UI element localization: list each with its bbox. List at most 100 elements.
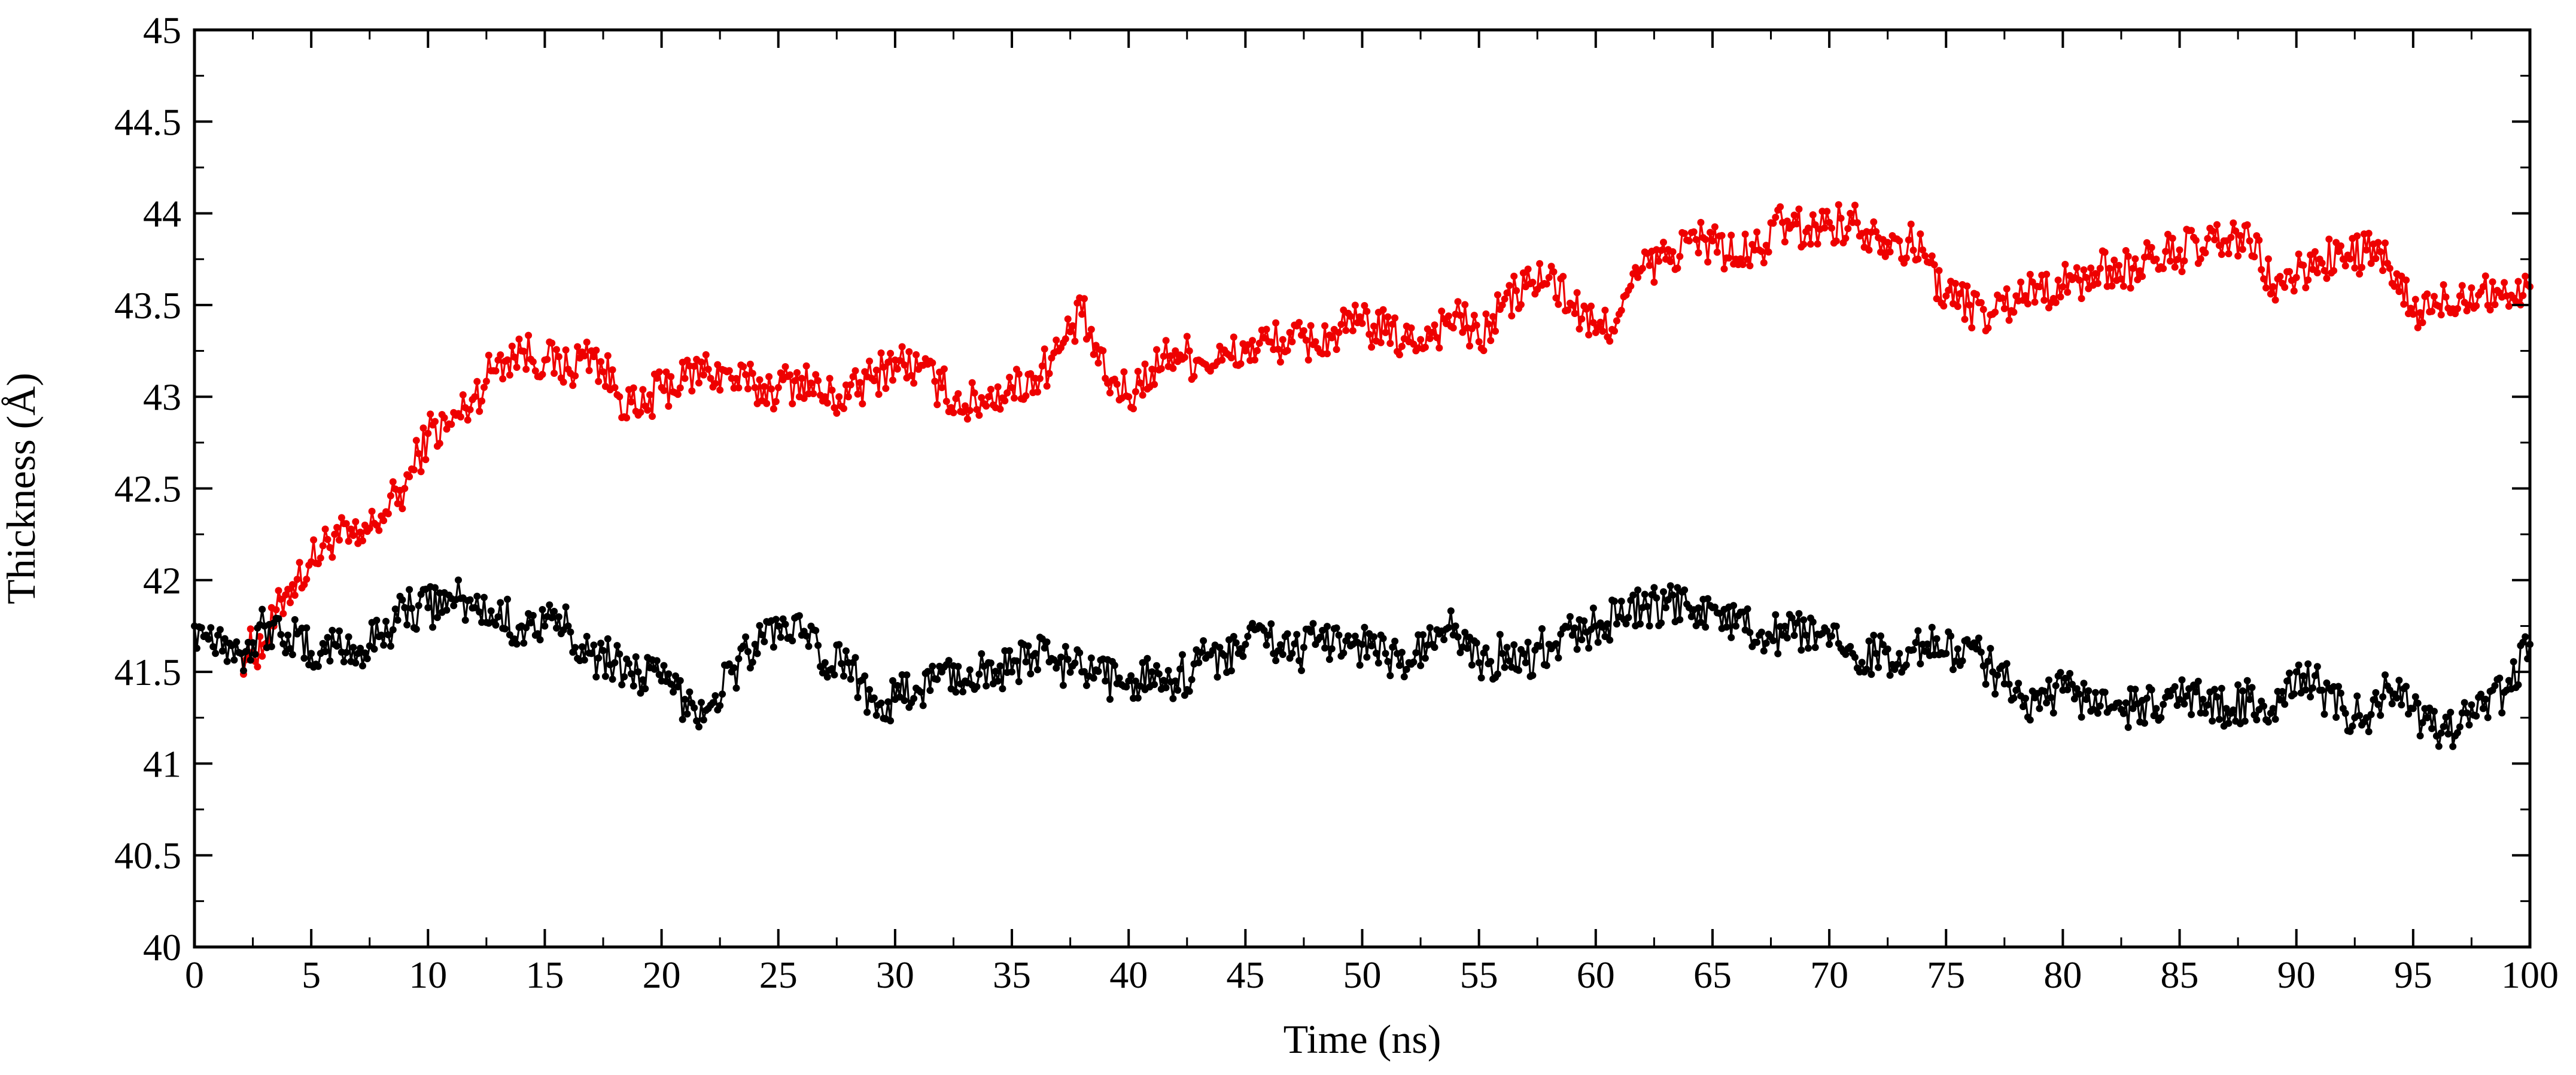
series-1-point-49 (352, 518, 360, 526)
series-2-point-8 (209, 643, 217, 650)
series-1-point-75 (412, 437, 420, 444)
series-2-point-555 (1487, 657, 1495, 665)
series-2-point-951 (2411, 693, 2419, 701)
series-2-point-288 (863, 708, 871, 716)
series-2-point-964 (2442, 713, 2450, 721)
series-2-point-560 (1498, 650, 1506, 657)
series-2-point-873 (2230, 706, 2237, 714)
series-2-point-346 (999, 685, 1006, 693)
series-1-point-719 (1917, 230, 1924, 238)
series-2-point-786 (2026, 716, 2034, 724)
series-2-point-486 (1325, 656, 1333, 663)
series-2-point-312 (919, 702, 927, 709)
series-2-point-941 (2388, 700, 2396, 708)
series-1-point-963 (2486, 306, 2494, 313)
series-2-point-653 (1716, 610, 1723, 617)
series-1-point-927 (2402, 276, 2410, 284)
series-1-point-175 (646, 391, 654, 398)
series-2-point-37 (277, 631, 285, 638)
series-2-point-304 (901, 697, 908, 704)
series-1-point-301 (940, 365, 948, 373)
series-2-point-608 (1611, 598, 1618, 605)
series-1-point-689 (1847, 209, 1854, 217)
series-1-point-939 (2431, 293, 2438, 300)
series-1-point-35 (319, 542, 327, 550)
series-1-point-616 (1676, 252, 1684, 260)
series-1-point-512 (1433, 334, 1441, 342)
series-2-point-225 (716, 702, 724, 709)
series-2-point-379 (1076, 649, 1084, 657)
series-1-point-623 (1692, 236, 1700, 243)
series-1-point-276 (882, 385, 890, 392)
series-1-point-357 (1071, 337, 1079, 345)
series-2-point-78 (373, 616, 381, 624)
series-1-point-591 (1617, 306, 1625, 314)
series-2-point-677 (1772, 611, 1780, 619)
series-1-point-756 (2003, 285, 2011, 293)
series-1-point-566 (1559, 273, 1567, 281)
series-2-point-781 (2015, 680, 2023, 687)
series-2-point-350 (1008, 668, 1015, 676)
series-2-point-541 (1454, 633, 1462, 641)
series-1-point-98 (466, 406, 474, 413)
series-1-point-875 (2281, 284, 2289, 291)
series-2-point-623 (1646, 622, 1653, 630)
series-2-point-523 (1412, 649, 1420, 657)
series-2-point-208 (676, 677, 684, 684)
series-1-point-327 (1001, 397, 1009, 404)
series-2-point-171 (590, 641, 598, 649)
series-1-point-386 (1139, 391, 1146, 399)
series-2-point-305 (903, 671, 911, 679)
series-1-point-813 (2136, 267, 2144, 275)
series-1-point-115 (506, 371, 513, 379)
series-2-point-167 (580, 656, 588, 664)
series-2-point-897 (2286, 669, 2293, 677)
series-1-point-583 (1599, 327, 1607, 335)
series-2-point-995 (2514, 681, 2522, 689)
series-1-point-885 (2304, 276, 2312, 284)
series-1-point-199 (702, 351, 710, 358)
series-1-point-122 (522, 366, 530, 373)
series-2-point-175 (600, 647, 607, 654)
series-1-point-511 (1431, 321, 1438, 329)
series-2-point-924 (2349, 722, 2356, 730)
series-1-point-535 (1487, 337, 1495, 345)
series-2-point-768 (1984, 657, 1992, 665)
series-2-point-466 (1279, 651, 1287, 658)
series-1-point-183 (665, 403, 673, 410)
series-1-point-151 (590, 353, 598, 361)
series-1-point-485 (1370, 322, 1377, 330)
series-2-point-891 (2271, 715, 2279, 723)
series-1-point-246 (812, 371, 820, 379)
series-2-point-241 (753, 650, 761, 657)
series-1-point-324 (994, 383, 1002, 391)
x-tick-label-20: 100 (2501, 954, 2559, 996)
series-1-point-541 (1501, 295, 1509, 303)
series-1-point-476 (1349, 327, 1357, 334)
series-2-point-846 (2166, 692, 2174, 700)
series-2-point-138 (513, 640, 521, 648)
series-1-point-866 (2260, 275, 2268, 283)
series-1-point-125 (529, 358, 537, 366)
series-1-point-149 (585, 367, 593, 374)
series-2-point-827 (2122, 699, 2130, 706)
series-2-point-816 (2096, 702, 2104, 710)
series-2-point-206 (672, 672, 679, 680)
series-1-point-111 (497, 351, 504, 359)
series-2-point-135 (506, 631, 513, 639)
series-1-point-135 (553, 346, 560, 354)
series-2-point-875 (2234, 681, 2242, 689)
series-1-point-396 (1162, 337, 1170, 345)
series-1-point-609 (1660, 239, 1667, 246)
series-1-point-559 (1543, 280, 1550, 288)
series-1-point-925 (2398, 272, 2405, 280)
series-1-point-100 (471, 393, 479, 401)
series-1-point-194 (691, 363, 698, 370)
series-1-point-551 (1524, 265, 1532, 273)
series-1-point-252 (826, 374, 834, 382)
series-1-point-143 (571, 372, 579, 380)
series-1-point-365 (1090, 351, 1097, 358)
series-2-point-725 (1884, 645, 1891, 653)
series-2-point-142 (522, 624, 530, 632)
series-2-point-168 (583, 632, 591, 640)
